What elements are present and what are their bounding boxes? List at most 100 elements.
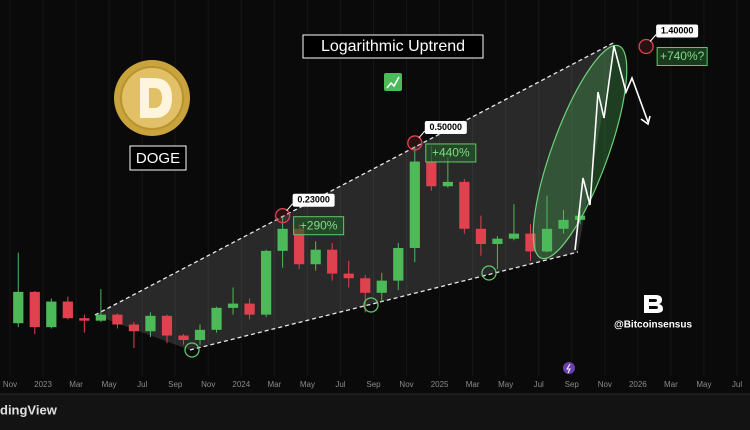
peak-circle [274, 208, 291, 224]
x-tick-label: Jul [732, 380, 742, 389]
candle-body [492, 238, 503, 245]
candles [13, 146, 586, 349]
x-tick-label: Jul [137, 380, 147, 389]
candle-body [327, 249, 338, 274]
x-tick-label: Mar [267, 380, 281, 389]
candle-body [194, 329, 206, 341]
candle-body [277, 228, 288, 251]
wedge-area [95, 42, 615, 350]
candle-body [244, 303, 255, 315]
candle-body [442, 181, 453, 187]
gain-label-box [656, 47, 708, 67]
low-circle [363, 297, 379, 313]
trend-icon-line [386, 76, 400, 89]
grid [9, 0, 738, 376]
gain-label: +440% [432, 146, 470, 160]
candle-body [475, 228, 487, 245]
price-label: 0.50000 [430, 122, 463, 132]
price-label-box [424, 120, 467, 134]
x-tick-label: 2023 [34, 380, 52, 389]
chart-title: Logarithmic Uptrend [321, 38, 465, 55]
event-icon-mark [566, 363, 571, 374]
trend-icon [384, 73, 402, 91]
low-circle [481, 265, 497, 281]
candle-body [13, 291, 24, 324]
gain-label-box [293, 216, 345, 236]
x-tick-label: Nov [201, 380, 215, 389]
price-label: 1.40000 [661, 25, 694, 35]
candle-body [95, 314, 106, 321]
x-tick-label: May [300, 380, 315, 389]
x-tick-label: Mar [69, 380, 83, 389]
candle-body [294, 228, 305, 265]
doge-logo-inner [120, 66, 184, 130]
candle-body [46, 301, 57, 328]
footer-brand: dingView [0, 402, 58, 417]
x-tick-label: 2026 [629, 380, 647, 389]
symbol-box [129, 145, 187, 171]
price-label: 0.23000 [297, 195, 330, 205]
candle-body [426, 161, 437, 187]
x-tick-label: Nov [399, 380, 413, 389]
x-tick-label: Jul [335, 380, 345, 389]
candle-body [29, 291, 40, 328]
watermark-logo [644, 295, 663, 313]
x-tick-label: Sep [366, 380, 381, 389]
candle-body [459, 181, 470, 229]
x-tick-label: Jul [534, 380, 544, 389]
x-tick-label: 2025 [431, 380, 449, 389]
candle-body [508, 233, 520, 239]
candle-body [574, 215, 586, 220]
candle-body [128, 324, 140, 332]
x-tick-label: May [498, 380, 513, 389]
projection-path [574, 45, 649, 251]
candle-body [360, 278, 371, 293]
x-tick-label: Nov [598, 380, 612, 389]
peak-circle [638, 38, 654, 55]
candle-body [541, 228, 553, 252]
candle-body [145, 315, 156, 332]
candle-body [409, 161, 420, 248]
candle-body [211, 307, 222, 330]
x-tick-label: Mar [466, 380, 480, 389]
doge-logo-mark [140, 78, 172, 118]
price-label-box [656, 24, 699, 38]
x-tick-label: 2024 [232, 380, 250, 389]
candle-body [310, 249, 321, 265]
projection-arrowhead [640, 115, 651, 126]
candle-body [525, 233, 536, 252]
label-leader [649, 34, 657, 42]
x-tick-label: Sep [565, 380, 580, 389]
footer-bar [0, 394, 750, 430]
low-circle [184, 342, 200, 358]
candle-body [260, 250, 272, 315]
x-tick-label: May [102, 380, 117, 389]
symbol: DOGE [136, 150, 180, 167]
gain-label: +740%? [660, 49, 705, 63]
gain-label-box [425, 143, 477, 163]
candle-body [558, 219, 569, 229]
peak-circle [407, 135, 423, 151]
price-label-box [292, 193, 335, 207]
candle-body [161, 315, 173, 336]
label-leader [418, 130, 426, 139]
candle-body [79, 318, 90, 321]
candle-body [112, 314, 123, 325]
title-box [302, 34, 484, 59]
x-tick-label: Mar [664, 380, 678, 389]
candle-body [178, 335, 189, 341]
candle-body [62, 301, 73, 319]
candle-body [376, 280, 387, 293]
candle-body [343, 273, 354, 279]
candle-body [393, 247, 404, 281]
watermark: @Bitcoinsensus [614, 320, 693, 331]
candle-body [227, 303, 239, 308]
lower-trend-line [189, 251, 579, 351]
event-icon [563, 362, 575, 374]
x-tick-label: Sep [168, 380, 183, 389]
projection-ellipse [532, 44, 628, 260]
x-axis: Nov 2023 Mar May Jul Sep Nov 2024 Mar May Jul Sep No… [3, 380, 742, 389]
label-leader [286, 203, 294, 212]
x-tick-label: Nov [3, 380, 17, 389]
